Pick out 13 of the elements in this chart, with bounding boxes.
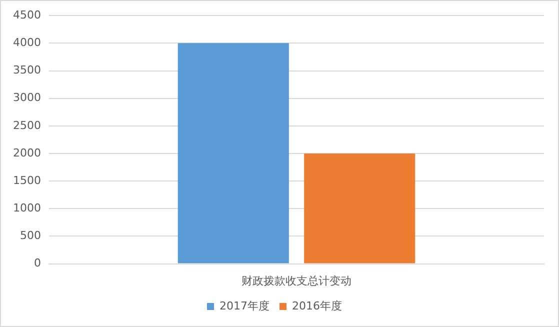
y-tick-label: 4500 xyxy=(12,8,41,22)
y-tick-label: 0 xyxy=(34,256,41,270)
y-tick-label: 2000 xyxy=(12,146,41,160)
y-tick-label: 3500 xyxy=(12,64,41,77)
y-tick-label: 500 xyxy=(20,229,41,242)
y-tick-label: 1000 xyxy=(12,202,41,215)
legend-label: 2016年度 xyxy=(292,299,342,312)
y-tick-label: 4000 xyxy=(12,36,41,50)
legend-label: 2017年度 xyxy=(220,299,270,312)
y-tick-label: 1500 xyxy=(12,174,41,187)
y-tick-label: 2500 xyxy=(12,118,41,132)
x-tick-label: 财政拨款收支总计变动 xyxy=(241,274,352,288)
y-tick-label: 3000 xyxy=(12,91,41,104)
